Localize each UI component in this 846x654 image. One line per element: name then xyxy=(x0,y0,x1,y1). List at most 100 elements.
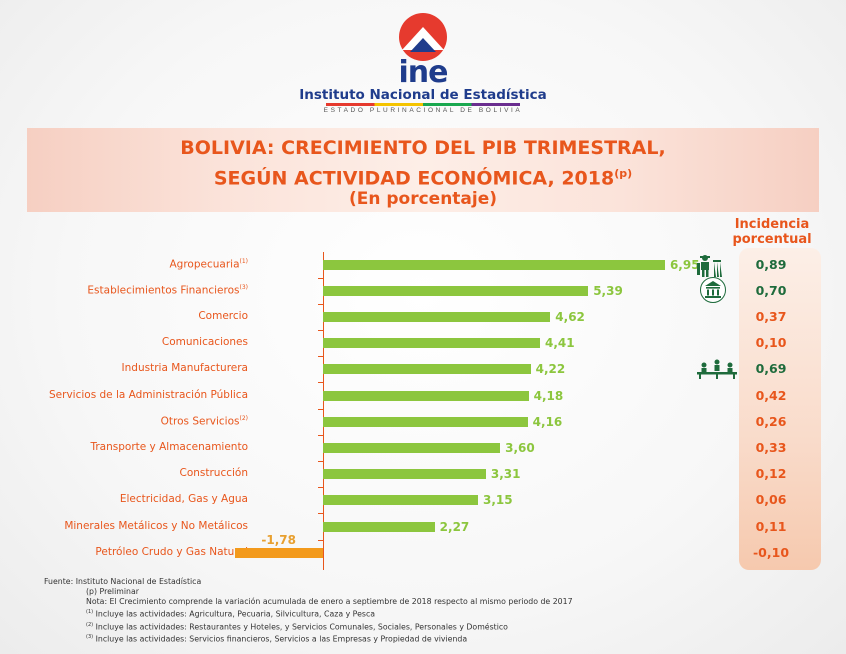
category-label-text: Construcción xyxy=(179,467,248,480)
footer-note-1-sup: (1) xyxy=(86,609,94,615)
axis-tick xyxy=(318,435,323,436)
ine-logo-mark-icon xyxy=(399,13,447,61)
bar-2 xyxy=(323,285,589,296)
incidence-value: 0,12 xyxy=(755,466,787,482)
category-label: Otros Servicios(2) xyxy=(161,415,248,428)
category-label-text: Petróleo Crudo y Gas Natural xyxy=(95,545,248,558)
axis-tick xyxy=(318,330,323,331)
footer-note-1: (1) Incluye las actividades: Agricultura… xyxy=(44,607,573,620)
bar-7 xyxy=(323,416,528,427)
footer-note-2-sup: (2) xyxy=(86,621,94,628)
incidence-value: 0,70 xyxy=(755,282,787,298)
data-label: -1,78 xyxy=(261,532,297,547)
category-label-sup: (2) xyxy=(239,414,249,422)
factory-workers-icon xyxy=(697,359,737,384)
incidence-value: 0,69 xyxy=(755,361,787,377)
data-label: 3,31 xyxy=(490,467,521,482)
axis-tick xyxy=(318,382,323,383)
category-label-sup: (3) xyxy=(239,283,249,291)
category-label-text: Industria Manufacturera xyxy=(121,362,248,375)
footer-note-2-text: Incluye las actividades: Restaurantes y … xyxy=(95,622,508,632)
data-label: 6,95 xyxy=(669,257,700,272)
bar-10 xyxy=(323,495,478,506)
chart-title-line2-sup: (p) xyxy=(614,167,633,180)
title-banner xyxy=(27,128,819,212)
footer-note-1-text: Incluye las actividades: Agricultura, Pe… xyxy=(95,609,376,619)
axis-tick xyxy=(318,356,323,357)
category-label-sup: (1) xyxy=(239,257,249,265)
incidence-value: 0,37 xyxy=(755,308,787,324)
data-label: 4,16 xyxy=(532,414,563,429)
chart-subtitle: (En porcentaje) xyxy=(348,189,498,209)
category-label-text: Servicios de la Administración Pública xyxy=(49,388,248,401)
footer-source: Fuente: Instituto Nacional de Estadístic… xyxy=(44,577,202,586)
footer-note-3-text: Incluye las actividades: Servicios finan… xyxy=(95,634,468,644)
data-label: 4,18 xyxy=(533,388,564,403)
data-label: 5,39 xyxy=(593,283,623,298)
category-label: Transporte y Almacenamiento xyxy=(90,441,248,453)
logo-text: ine xyxy=(398,55,449,90)
category-label-text: Minerales Metálicos y No Metálicos xyxy=(64,519,248,532)
category-label: Servicios de la Administración Pública xyxy=(49,389,248,401)
category-label: Electricidad, Gas y Agua xyxy=(120,493,248,505)
incidence-value: 0,26 xyxy=(755,413,787,429)
category-label-text: Otros Servicios xyxy=(160,415,240,428)
category-label: Comunicaciones xyxy=(162,336,248,348)
incidence-value: 0,11 xyxy=(755,518,787,534)
category-label-text: Comercio xyxy=(198,309,248,322)
bar-8 xyxy=(323,442,501,453)
data-label: 4,22 xyxy=(535,362,566,377)
bank-icon xyxy=(700,276,726,308)
chart-title-line2: SEGÚN ACTIVIDAD ECONÓMICA, 2018(p) xyxy=(0,162,846,190)
logo-color-bar xyxy=(326,103,520,106)
incidence-value: 0,33 xyxy=(755,439,787,455)
axis-tick xyxy=(318,487,323,488)
incidence-value: 0,06 xyxy=(755,492,787,508)
axis-tick xyxy=(318,304,323,305)
chart-title-line1: BOLIVIA: CRECIMIENTO DEL PIB TRIMESTRAL, xyxy=(180,137,666,159)
data-label: 4,62 xyxy=(555,309,585,324)
incidence-panel xyxy=(739,248,821,570)
bar-11 xyxy=(323,521,435,532)
axis-tick xyxy=(318,409,323,410)
category-label-text: Transporte y Almacenamiento xyxy=(90,440,248,453)
incidence-value: 0,89 xyxy=(755,256,787,272)
bar-12 xyxy=(235,547,323,558)
bar-6 xyxy=(323,390,529,401)
incidence-title: Incidencia porcentual xyxy=(732,217,812,247)
footer-notes: Fuente: Instituto Nacional de Estadístic… xyxy=(44,577,573,645)
category-label-text: Agropecuaria xyxy=(169,258,240,270)
incidence-value: 0,42 xyxy=(755,387,787,403)
category-label: Comercio xyxy=(198,310,248,322)
category-label-text: Comunicaciones xyxy=(161,336,248,349)
footer-note-3: (3) Incluye las actividades: Servicios f… xyxy=(44,632,573,645)
bar-3 xyxy=(323,311,551,322)
category-label: Construcción xyxy=(179,467,248,479)
bar-1 xyxy=(323,259,665,270)
category-label-text: Establecimientos Financieros xyxy=(87,284,240,297)
axis-tick xyxy=(318,461,323,462)
category-label: Establecimientos Financieros(3) xyxy=(87,284,248,297)
category-label-text: Electricidad, Gas y Agua xyxy=(119,493,248,506)
bar-9 xyxy=(323,469,486,480)
category-label: Petróleo Crudo y Gas Natural xyxy=(95,546,248,558)
axis-tick xyxy=(318,278,323,279)
institute-name: Instituto Nacional de Estadística xyxy=(299,87,547,103)
incidence-value: -0,10 xyxy=(752,544,790,560)
footer-preliminary: (p) Preliminar xyxy=(86,587,139,596)
footer-note-3-sup: (3) xyxy=(86,634,94,641)
incidence-value: 0,10 xyxy=(755,335,787,351)
category-label: Industria Manufacturera xyxy=(122,362,248,374)
footer-note-2: (2) Incluye las actividades: Restaurante… xyxy=(44,620,573,633)
data-label: 3,15 xyxy=(482,493,513,508)
chart-title-line2-text: SEGÚN ACTIVIDAD ECONÓMICA, 2018 xyxy=(213,167,615,190)
footer-note: Nota: El Crecimiento comprende la variac… xyxy=(86,597,573,606)
data-label: 2,27 xyxy=(439,519,470,534)
institute-subtitle: ESTADO PLURINACIONAL DE BOLIVIA xyxy=(323,107,523,114)
ine-logo: ine Instituto Nacional de Estadística ES… xyxy=(0,10,846,114)
bar-5 xyxy=(323,364,531,375)
axis-tick xyxy=(318,540,323,541)
farmer-icon xyxy=(696,254,724,283)
category-label: Agropecuaria(1) xyxy=(169,258,248,271)
bar-4 xyxy=(323,338,540,349)
